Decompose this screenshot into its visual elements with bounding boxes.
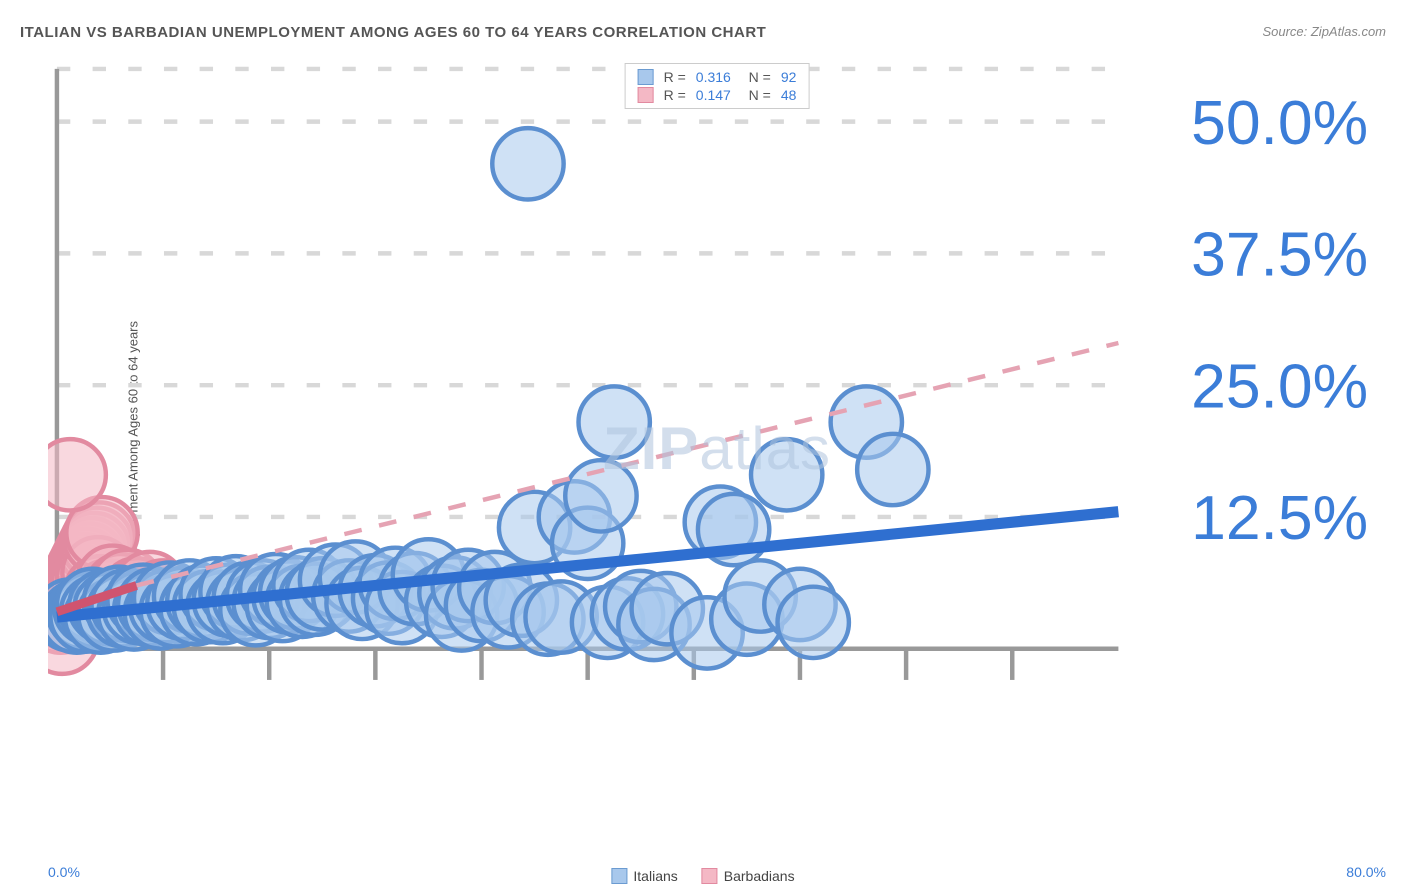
n-label: N = <box>741 87 771 103</box>
source-label: Source: ZipAtlas.com <box>1262 24 1386 39</box>
x-axis-start-label: 0.0% <box>48 864 80 880</box>
chart-area: 12.5%25.0%37.5%50.0% ZIPatlas R = 0.316 … <box>48 60 1386 847</box>
swatch-italians-bottom <box>611 868 627 884</box>
legend-item-barbadians: Barbadians <box>702 868 795 884</box>
n-value-italians: 92 <box>781 69 797 85</box>
svg-text:50.0%: 50.0% <box>1191 88 1368 158</box>
legend-label-barbadians: Barbadians <box>724 868 795 884</box>
n-value-barbadians: 48 <box>781 87 797 103</box>
correlation-legend: R = 0.316 N = 92 R = 0.147 N = 48 <box>625 63 810 109</box>
svg-text:12.5%: 12.5% <box>1191 483 1368 553</box>
chart-title: ITALIAN VS BARBADIAN UNEMPLOYMENT AMONG … <box>20 24 766 41</box>
r-label: R = <box>664 69 686 85</box>
svg-text:37.5%: 37.5% <box>1191 220 1368 290</box>
legend-item-italians: Italians <box>611 868 677 884</box>
n-label: N = <box>741 69 771 85</box>
legend-row-italians: R = 0.316 N = 92 <box>638 68 797 86</box>
scatter-plot: 12.5% 25.0% 37.5% 50.0% <box>48 60 1386 729</box>
series-legend: Italians Barbadians <box>611 868 794 884</box>
legend-row-barbadians: R = 0.147 N = 48 <box>638 86 797 104</box>
legend-label-italians: Italians <box>633 868 677 884</box>
r-label: R = <box>664 87 686 103</box>
x-axis-end-label: 80.0% <box>1346 864 1386 880</box>
r-value-italians: 0.316 <box>696 69 731 85</box>
swatch-barbadians <box>638 87 654 103</box>
r-value-barbadians: 0.147 <box>696 87 731 103</box>
swatch-barbadians-bottom <box>702 868 718 884</box>
swatch-italians <box>638 69 654 85</box>
svg-text:25.0%: 25.0% <box>1191 351 1368 421</box>
